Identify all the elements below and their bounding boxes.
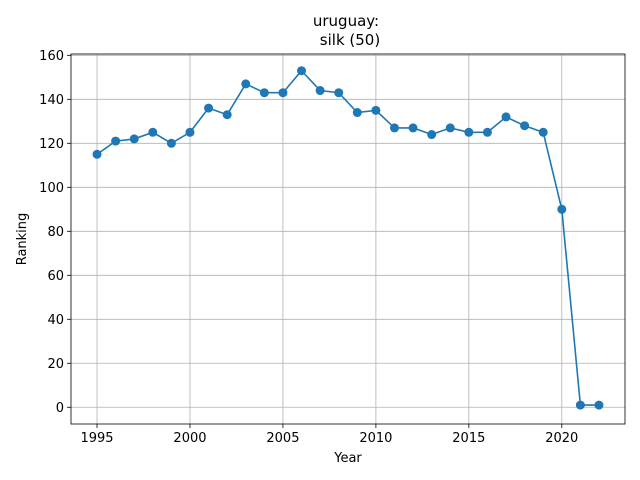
data-point <box>575 400 585 410</box>
data-point <box>334 88 344 98</box>
data-point <box>538 127 548 137</box>
x-tick-label: 2015 <box>452 431 485 446</box>
series-line <box>96 69 599 406</box>
data-point <box>557 204 567 214</box>
x-axis-label: Year <box>333 451 362 466</box>
y-tick-label: 20 <box>47 357 64 372</box>
data-point <box>464 127 474 137</box>
x-tick-label: 2005 <box>266 431 299 446</box>
data-point <box>501 112 511 122</box>
data-point <box>204 103 214 113</box>
data-point <box>111 136 121 146</box>
ticks: 1995 2000 2005 2010 2015 2020 0 20 40 60 80 100 120 1… <box>39 49 578 446</box>
data-point <box>520 121 530 131</box>
data-point <box>148 127 158 137</box>
y-tick-label: 160 <box>39 49 64 64</box>
data-point <box>278 88 288 98</box>
data-point <box>259 88 269 98</box>
x-tick-label: 2020 <box>545 431 578 446</box>
data-point <box>241 79 251 89</box>
data-point <box>408 123 418 133</box>
data-point <box>371 105 381 115</box>
data-point <box>185 127 195 137</box>
data-point <box>352 108 362 118</box>
data-point <box>389 123 399 133</box>
data-point <box>315 86 325 96</box>
data-point <box>427 130 437 140</box>
data-point <box>594 400 604 410</box>
chart-title-line-1: uruguay: <box>313 12 379 30</box>
y-axis-label: Ranking <box>15 213 30 266</box>
chart-title-line-2: silk (50) <box>320 31 380 49</box>
series-line-group <box>92 66 604 410</box>
data-point <box>222 110 232 120</box>
grid <box>71 54 625 424</box>
x-tick-label: 1995 <box>80 431 113 446</box>
y-tick-label: 60 <box>47 269 64 284</box>
data-point <box>445 123 455 133</box>
y-tick-label: 140 <box>39 93 64 108</box>
y-tick-label: 120 <box>39 137 64 152</box>
y-tick-label: 80 <box>47 225 64 240</box>
x-tick-label: 2010 <box>359 431 392 446</box>
data-point <box>482 127 492 137</box>
y-tick-label: 40 <box>47 313 64 328</box>
data-point <box>129 134 139 144</box>
y-tick-label: 0 <box>56 401 64 416</box>
x-tick-label: 2000 <box>173 431 206 446</box>
data-point <box>297 66 307 76</box>
y-tick-label: 100 <box>39 181 64 196</box>
data-point <box>92 149 102 159</box>
plot-frame <box>70 53 626 425</box>
data-point <box>166 138 176 148</box>
